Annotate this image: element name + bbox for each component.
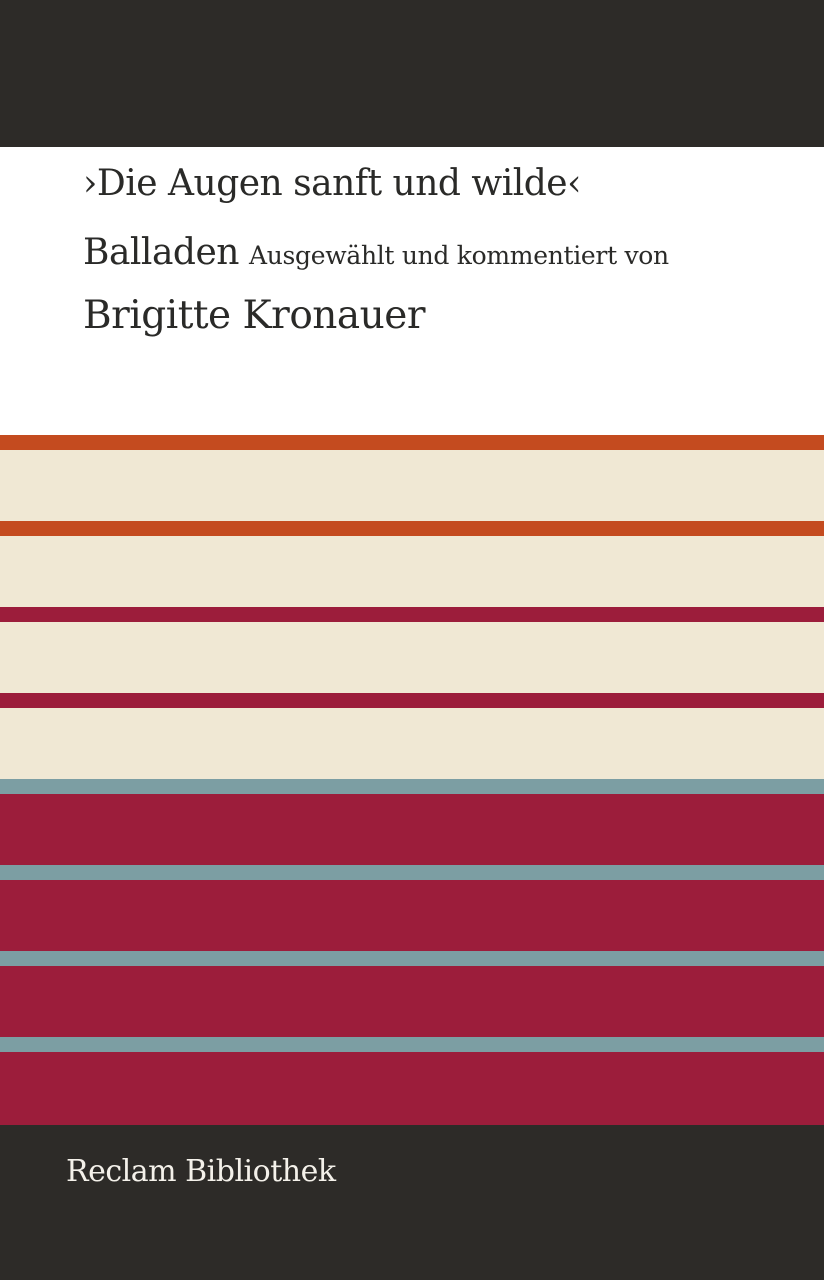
cream-stripe bbox=[0, 622, 824, 693]
editor-note: Ausgewählt und kommentiert von bbox=[248, 241, 669, 270]
series-name: Reclam Bibliothek bbox=[66, 1154, 336, 1189]
book-title: ›Die Augen sanft und wilde‹ bbox=[83, 163, 582, 204]
editor-name: Brigitte Kronauer bbox=[83, 293, 426, 338]
cream-stripe bbox=[0, 536, 824, 607]
crimson-stripe bbox=[0, 607, 824, 622]
crimson-stripe bbox=[0, 880, 824, 951]
cream-stripe bbox=[0, 708, 824, 779]
crimson-stripe bbox=[0, 966, 824, 1037]
bottom-bar bbox=[0, 1125, 824, 1280]
teal-stripe bbox=[0, 951, 824, 966]
crimson-stripe bbox=[0, 693, 824, 708]
top-bar bbox=[0, 0, 824, 147]
teal-stripe bbox=[0, 865, 824, 880]
crimson-stripe bbox=[0, 1052, 824, 1125]
crimson-stripe bbox=[0, 794, 824, 865]
genre-line: Balladen Ausgewählt und kommentiert von bbox=[83, 232, 669, 273]
teal-stripe bbox=[0, 779, 824, 794]
teal-stripe bbox=[0, 1037, 824, 1052]
cream-stripe bbox=[0, 450, 824, 521]
orange-stripe bbox=[0, 521, 824, 536]
genre-label: Balladen bbox=[83, 232, 239, 273]
orange-stripe bbox=[0, 435, 824, 450]
title-panel bbox=[0, 147, 824, 435]
